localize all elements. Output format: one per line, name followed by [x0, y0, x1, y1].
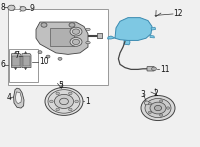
- Circle shape: [60, 98, 68, 105]
- Circle shape: [154, 105, 162, 111]
- Polygon shape: [16, 92, 21, 104]
- Circle shape: [45, 87, 83, 115]
- Circle shape: [48, 90, 80, 113]
- Ellipse shape: [86, 28, 90, 31]
- Circle shape: [159, 114, 163, 116]
- Polygon shape: [24, 68, 27, 70]
- Text: 10: 10: [39, 57, 49, 66]
- Polygon shape: [14, 51, 17, 54]
- Text: 11: 11: [160, 65, 170, 74]
- Circle shape: [70, 37, 82, 46]
- Polygon shape: [22, 54, 31, 68]
- Polygon shape: [108, 36, 115, 39]
- FancyBboxPatch shape: [23, 56, 30, 66]
- Circle shape: [56, 108, 60, 111]
- Circle shape: [8, 5, 15, 10]
- FancyBboxPatch shape: [8, 9, 108, 85]
- Circle shape: [72, 39, 80, 45]
- Polygon shape: [151, 27, 156, 30]
- Circle shape: [141, 96, 175, 121]
- Circle shape: [54, 94, 74, 108]
- Polygon shape: [36, 22, 88, 54]
- FancyBboxPatch shape: [50, 28, 74, 46]
- Circle shape: [58, 57, 62, 60]
- FancyBboxPatch shape: [12, 56, 20, 66]
- Text: 7: 7: [15, 51, 19, 60]
- Circle shape: [68, 108, 72, 111]
- FancyBboxPatch shape: [97, 33, 103, 39]
- Circle shape: [148, 103, 152, 105]
- Polygon shape: [12, 54, 21, 68]
- Polygon shape: [115, 18, 152, 40]
- Circle shape: [46, 55, 50, 58]
- Text: 4: 4: [7, 93, 11, 102]
- Circle shape: [41, 23, 47, 27]
- Polygon shape: [14, 68, 17, 70]
- FancyBboxPatch shape: [9, 49, 38, 82]
- Text: 1: 1: [85, 97, 90, 106]
- Circle shape: [69, 92, 72, 95]
- Circle shape: [72, 29, 80, 34]
- Text: 6: 6: [1, 60, 5, 69]
- Circle shape: [152, 67, 156, 71]
- Circle shape: [166, 107, 170, 109]
- Circle shape: [150, 102, 166, 114]
- Polygon shape: [24, 51, 27, 54]
- Polygon shape: [124, 40, 130, 45]
- Circle shape: [144, 101, 149, 105]
- Circle shape: [20, 7, 26, 11]
- Circle shape: [148, 111, 152, 113]
- Ellipse shape: [86, 41, 90, 44]
- Text: 5: 5: [58, 81, 63, 91]
- Polygon shape: [150, 35, 154, 38]
- Text: 9: 9: [30, 4, 34, 13]
- Circle shape: [75, 100, 78, 103]
- Circle shape: [50, 100, 53, 103]
- Text: 8: 8: [1, 3, 5, 12]
- Text: 3: 3: [141, 90, 145, 99]
- Text: 12: 12: [174, 9, 183, 19]
- Circle shape: [159, 100, 163, 102]
- Polygon shape: [14, 88, 24, 108]
- Circle shape: [145, 98, 171, 118]
- Text: 2: 2: [154, 88, 158, 98]
- Circle shape: [70, 27, 82, 36]
- Circle shape: [38, 51, 42, 54]
- FancyBboxPatch shape: [147, 67, 154, 71]
- Circle shape: [56, 92, 60, 95]
- Circle shape: [69, 23, 75, 27]
